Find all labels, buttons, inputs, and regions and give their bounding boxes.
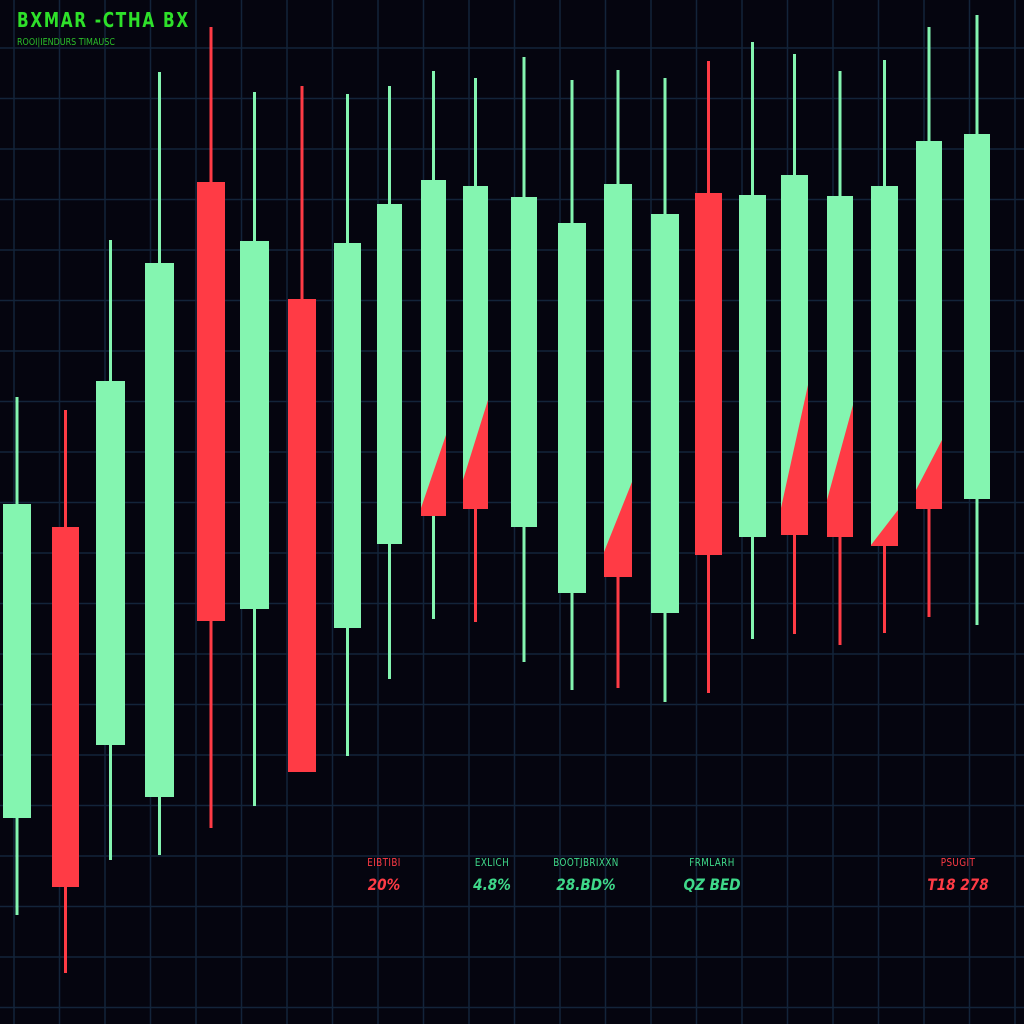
candle-body-split xyxy=(916,440,942,509)
candle-body xyxy=(916,141,942,509)
candle xyxy=(739,42,766,639)
candle-body-split xyxy=(421,435,446,516)
candle-body-split xyxy=(604,482,632,577)
chart-subtitle: ROOI|IENDURS TIMAUSC xyxy=(17,37,115,48)
stat-1: EIBTIBI 20% xyxy=(324,856,444,894)
candle-body xyxy=(695,193,722,555)
candle xyxy=(604,70,632,688)
candle xyxy=(511,57,537,662)
candle xyxy=(651,78,679,702)
candle-body xyxy=(558,223,586,593)
candle-body xyxy=(240,241,269,609)
candle xyxy=(96,240,125,860)
candle xyxy=(288,86,316,772)
stat-4: FRMLARH QZ BED xyxy=(652,856,772,894)
candle-body xyxy=(96,381,125,745)
candle xyxy=(781,54,808,634)
candle xyxy=(197,27,225,828)
candle xyxy=(695,61,722,693)
candle xyxy=(3,397,31,915)
candle xyxy=(916,27,942,617)
stat-label: EXLICH xyxy=(474,856,510,869)
stat-value: QZ BED xyxy=(683,875,741,894)
stat-label: EIBTIBI xyxy=(367,856,401,869)
candle-body xyxy=(964,134,990,499)
candle xyxy=(964,15,990,625)
candle xyxy=(421,71,446,619)
candle xyxy=(463,78,488,622)
stat-value: T18 278 xyxy=(927,875,989,894)
candle-body xyxy=(52,527,79,887)
stat-value: 28.BD% xyxy=(556,875,616,894)
candle-body xyxy=(511,197,537,527)
stat-5: PSUGIT T18 278 xyxy=(898,856,1018,894)
stat-3: BOOTJBRIXXN 28.BD% xyxy=(526,856,646,894)
stat-label: FRMLARH xyxy=(689,856,735,869)
stat-value: 4.8% xyxy=(473,875,511,894)
candle-body xyxy=(739,195,766,537)
candle-body xyxy=(871,186,898,546)
candle-body-split xyxy=(827,405,853,537)
candle xyxy=(240,92,269,806)
candle xyxy=(871,60,898,633)
candle xyxy=(334,94,361,756)
stat-value: 20% xyxy=(367,875,401,894)
candles xyxy=(3,15,990,973)
stat-label: BOOTJBRIXXN xyxy=(553,856,619,869)
candle-body xyxy=(377,204,402,544)
candle xyxy=(558,80,586,690)
candle-body xyxy=(197,182,225,621)
candle-body xyxy=(288,299,316,772)
candle xyxy=(377,86,402,679)
candle-body-split xyxy=(781,385,808,535)
candle-body xyxy=(334,243,361,628)
candle xyxy=(827,71,853,645)
candle-body xyxy=(651,214,679,613)
candle-body-split xyxy=(871,510,898,546)
stat-label: PSUGIT xyxy=(940,856,976,869)
chart-title: BXMAR -CTHA BX xyxy=(17,8,190,32)
candle-body xyxy=(3,504,31,818)
stat-2: EXLICH 4.8% xyxy=(432,856,552,894)
candle xyxy=(52,410,79,973)
candle-body xyxy=(145,263,174,797)
candle-body-split xyxy=(463,400,488,509)
candle xyxy=(145,72,174,855)
